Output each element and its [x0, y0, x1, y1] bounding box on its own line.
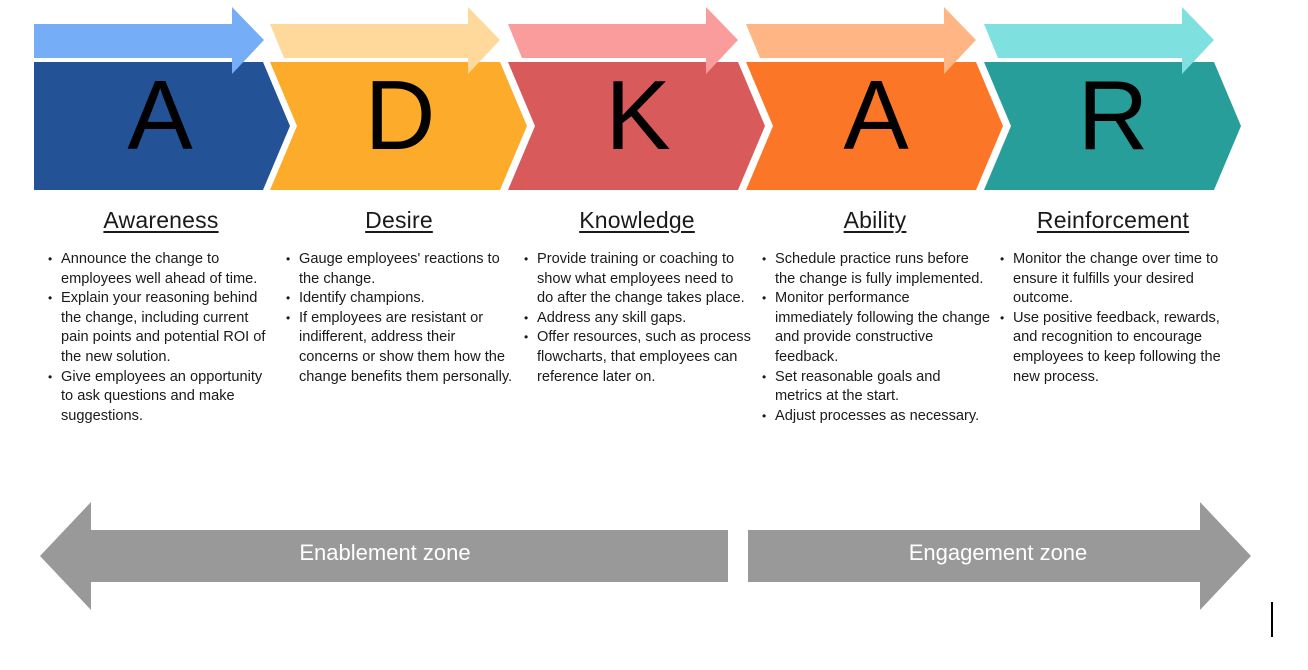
list-item: Use positive feedback, rewards, and reco…: [1000, 309, 1228, 387]
list-item: If employees are resistant or indifferen…: [286, 309, 514, 387]
enablement-zone-label: Enablement zone: [299, 540, 470, 565]
chevron-top-arrow-awareness: [34, 7, 264, 74]
column-ability: Ability Schedule practice runs before th…: [760, 207, 990, 426]
bullet-list-knowledge: Provide training or coaching to show wha…: [522, 250, 752, 387]
bullet-list-desire: Gauge employees' reactions to the change…: [284, 250, 514, 387]
list-item: Monitor performance immediately followin…: [762, 289, 990, 367]
chevron-body-awareness: [34, 62, 290, 190]
chevron-top-arrow-ability: [746, 7, 976, 74]
chevron-body-reinforcement: [984, 62, 1241, 190]
stage-chevrons: A D K A R: [34, 7, 1241, 190]
chevron-desire: D: [270, 7, 527, 190]
stage-title-reinforcement: Reinforcement: [1036, 207, 1190, 233]
bullet-list-reinforcement: Monitor the change over time to ensure i…: [998, 250, 1228, 387]
list-item: Monitor the change over time to ensure i…: [1000, 250, 1228, 309]
chevron-top-arrow-desire: [270, 7, 500, 74]
column-awareness: Awareness Announce the change to employe…: [46, 207, 276, 426]
chevron-top-arrow-knowledge: [508, 7, 738, 74]
column-desire: Desire Gauge employees' reactions to the…: [284, 207, 514, 387]
stage-title-awareness: Awareness: [103, 207, 219, 233]
chevron-awareness: A: [34, 7, 290, 190]
chevron-body-desire: [270, 62, 527, 190]
list-item: Explain your reasoning behind the change…: [48, 289, 276, 367]
column-knowledge: Knowledge Provide training or coaching t…: [522, 207, 752, 387]
stage-title-ability: Ability: [843, 207, 907, 233]
list-item: Gauge employees' reactions to the change…: [286, 250, 514, 289]
chevron-letter-reinforcement: R: [1078, 60, 1149, 170]
list-item: Give employees an opportunity to ask que…: [48, 368, 276, 427]
enablement-zone-arrow: [40, 502, 728, 610]
zone-arrows: Enablement zone Engagement zone: [40, 502, 1251, 610]
chevron-reinforcement: R: [984, 7, 1241, 190]
list-item: Provide training or coaching to show wha…: [524, 250, 752, 309]
chevron-ability: A: [746, 7, 1003, 190]
list-item: Set reasonable goals and metrics at the …: [762, 368, 990, 407]
chevron-letter-desire: D: [365, 60, 436, 170]
list-item: Schedule practice runs before the change…: [762, 250, 990, 289]
stage-title-desire: Desire: [365, 207, 433, 233]
text-cursor-mark: [1271, 602, 1273, 637]
column-reinforcement: Reinforcement Monitor the change over ti…: [998, 207, 1228, 387]
chevron-body-ability: [746, 62, 1003, 190]
list-item: Offer resources, such as process flowcha…: [524, 328, 752, 387]
chevron-body-knowledge: [508, 62, 765, 190]
chevron-top-arrow-reinforcement: [984, 7, 1214, 74]
engagement-zone-label: Engagement zone: [909, 540, 1088, 565]
bullet-list-ability: Schedule practice runs before the change…: [760, 250, 990, 426]
list-item: Announce the change to employees well ah…: [48, 250, 276, 289]
list-item: Adjust processes as necessary.: [762, 407, 990, 427]
chevron-letter-awareness: A: [127, 60, 193, 170]
list-item: Address any skill gaps.: [524, 309, 752, 329]
list-item: Identify champions.: [286, 289, 514, 309]
chevron-letter-knowledge: K: [605, 60, 670, 170]
stage-title-knowledge: Knowledge: [579, 207, 695, 233]
bullet-list-awareness: Announce the change to employees well ah…: [46, 250, 276, 426]
chevron-knowledge: K: [508, 7, 765, 190]
engagement-zone-arrow: [748, 502, 1251, 610]
chevron-letter-ability: A: [843, 60, 909, 170]
